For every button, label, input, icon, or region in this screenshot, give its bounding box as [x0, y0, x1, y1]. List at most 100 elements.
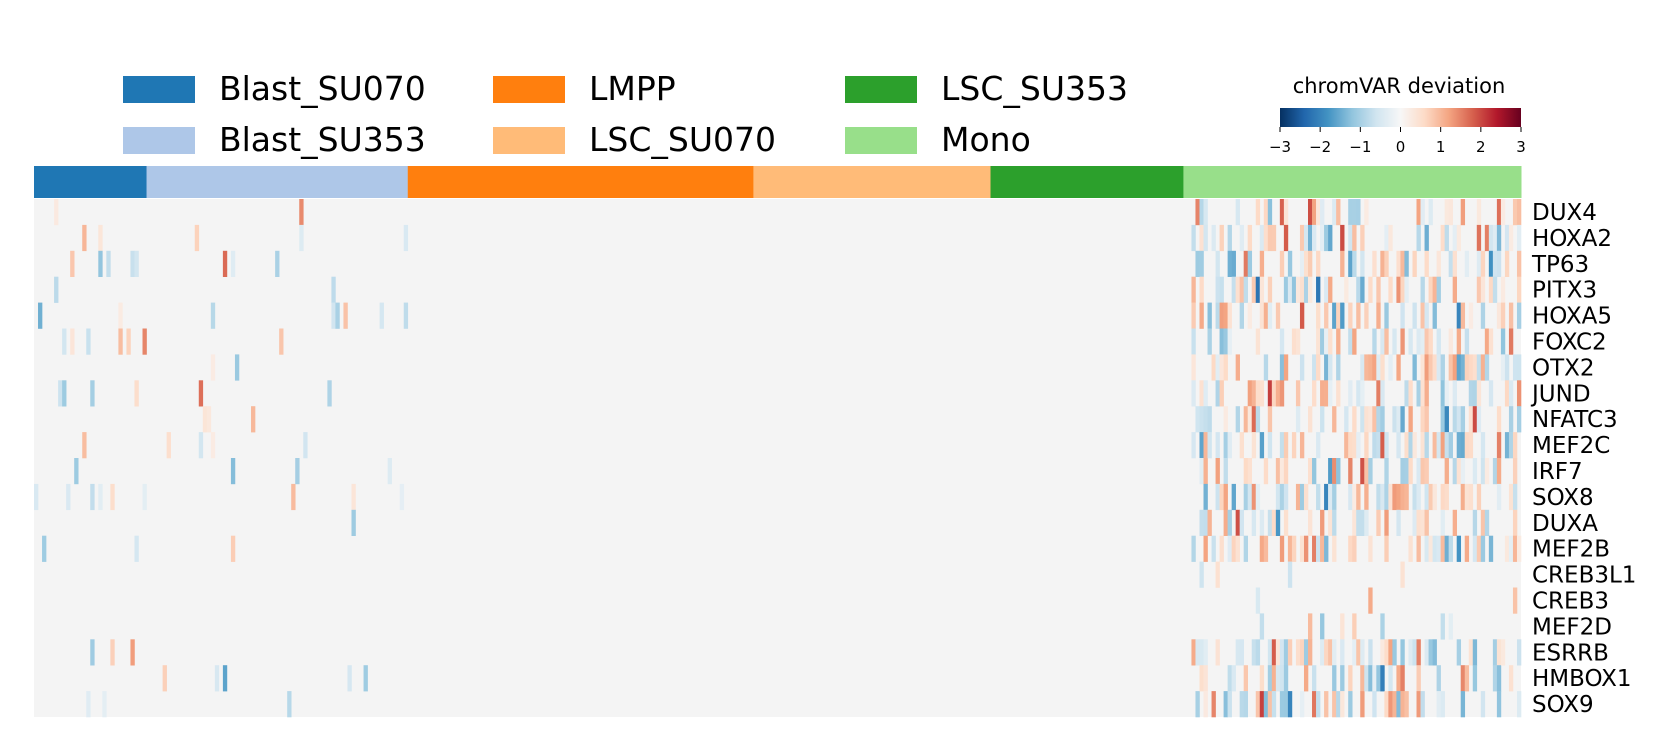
- heatmap-cell: [1308, 276, 1313, 303]
- row-label: HOXA5: [1532, 304, 1612, 330]
- heatmap-cell: [1376, 354, 1381, 381]
- heatmap-cell: [327, 380, 332, 407]
- heatmap-cell: [1356, 639, 1361, 666]
- heatmap-cell: [299, 224, 304, 252]
- heatmap-cell: [1464, 328, 1470, 355]
- heatmap-cell: [1316, 276, 1321, 303]
- heatmap-cell: [1480, 354, 1486, 381]
- heatmap-cell: [1352, 406, 1357, 433]
- heatmap-cell: [1303, 276, 1309, 303]
- heatmap-cell: [1279, 250, 1285, 277]
- heatmap-cell: [1320, 639, 1325, 666]
- heatmap-cell: [1404, 458, 1409, 485]
- heatmap-cell: [210, 302, 216, 329]
- heatmap-cell: [1368, 665, 1373, 692]
- heatmap-cell: [1424, 432, 1429, 459]
- heatmap-cell: [1308, 509, 1313, 536]
- heatmap-cell: [82, 432, 87, 459]
- heatmap-cell: [1283, 354, 1289, 381]
- heatmap-cell: [1404, 432, 1409, 459]
- heatmap-cell: [1488, 276, 1494, 303]
- heatmap-cell: [1191, 328, 1196, 355]
- heatmap-cell: [1512, 354, 1518, 381]
- heatmap-cell: [1271, 509, 1277, 536]
- heatmap-cell: [1420, 406, 1425, 433]
- heatmap-cell: [1456, 639, 1462, 666]
- heatmap-cell: [1243, 276, 1249, 303]
- heatmap-cell: [1211, 691, 1216, 718]
- heatmap-cell: [1468, 354, 1474, 381]
- heatmap-cell: [1512, 199, 1518, 226]
- heatmap-cell: [291, 483, 296, 511]
- heatmap-cell: [1275, 509, 1281, 536]
- heatmap-cell: [1320, 380, 1325, 407]
- heatmap-cell: [1496, 199, 1502, 226]
- heatmap-cell: [1267, 691, 1273, 718]
- heatmap-cell: [1263, 535, 1269, 562]
- heatmap-cell: [1340, 639, 1345, 666]
- heatmap-cell: [1440, 406, 1445, 433]
- heatmap-cell: [1348, 328, 1353, 355]
- heatmap-cell: [1444, 458, 1449, 485]
- row-label: SOX9: [1532, 692, 1594, 718]
- heatmap-cell: [1267, 302, 1273, 329]
- heatmap-cell: [1512, 535, 1518, 562]
- heatmap-cell: [1287, 561, 1293, 588]
- heatmap-cell: [1215, 483, 1220, 511]
- heatmap-cell: [1400, 250, 1405, 277]
- heatmap-cell: [1267, 199, 1273, 226]
- heatmap-cell: [1444, 380, 1449, 407]
- heatmap-cell: [1516, 302, 1522, 329]
- heatmap-cell: [1476, 276, 1482, 303]
- heatmap-cell: [1316, 483, 1321, 511]
- heatmap-cell: [1324, 535, 1329, 562]
- heatmap-cell: [198, 380, 204, 407]
- heatmap-cell: [1299, 302, 1305, 329]
- heatmap-cell: [1283, 639, 1289, 666]
- heatmap-cell: [1328, 354, 1333, 381]
- heatmap-cells: [34, 199, 1522, 718]
- heatmap-cell: [1516, 276, 1522, 303]
- heatmap-cell: [1376, 276, 1381, 303]
- heatmap-cell: [1376, 509, 1381, 536]
- heatmap-cell: [1195, 639, 1200, 666]
- heatmap-cell: [295, 458, 300, 485]
- heatmap-cell: [1428, 328, 1433, 355]
- heatmap-cell: [1332, 535, 1337, 562]
- heatmap-cell: [363, 665, 368, 692]
- heatmap-cell: [1408, 406, 1413, 433]
- heatmap-cell: [1259, 509, 1265, 536]
- legend-swatch: [845, 127, 917, 154]
- heatmap-cell: [1267, 639, 1273, 666]
- heatmap-cell: [1299, 639, 1305, 666]
- heatmap-cell: [1376, 483, 1381, 511]
- heatmap-cell: [1516, 354, 1522, 381]
- heatmap-cell: [1496, 665, 1502, 692]
- heatmap-cell: [1352, 509, 1357, 536]
- heatmap-cell: [1348, 380, 1353, 407]
- heatmap-cell: [1364, 302, 1369, 329]
- heatmap-cell: [1247, 483, 1253, 511]
- heatmap-cell: [98, 224, 103, 252]
- heatmap-cell: [279, 328, 284, 355]
- heatmap-cell: [1328, 483, 1333, 511]
- heatmap-cell: [1364, 199, 1369, 226]
- heatmap-cell: [1312, 380, 1317, 407]
- heatmap-cell: [1231, 535, 1236, 562]
- heatmap-cell: [1243, 691, 1249, 718]
- heatmap-cell: [1259, 302, 1265, 329]
- heatmap-cell: [1496, 406, 1502, 433]
- heatmap-cell: [1412, 250, 1417, 277]
- heatmap-cell: [1308, 250, 1313, 277]
- heatmap-cell: [1324, 328, 1329, 355]
- heatmap-cell: [1408, 639, 1413, 666]
- heatmap-cell: [1255, 587, 1261, 614]
- heatmap-cell: [1312, 199, 1317, 226]
- heatmap-cell: [1279, 432, 1285, 459]
- row-label: DUX4: [1532, 200, 1597, 226]
- heatmap-cell: [234, 354, 240, 381]
- heatmap-cell: [1352, 483, 1357, 511]
- heatmap-cell: [1480, 509, 1486, 536]
- heatmap-cell: [1263, 302, 1269, 329]
- heatmap-cell: [1251, 406, 1257, 433]
